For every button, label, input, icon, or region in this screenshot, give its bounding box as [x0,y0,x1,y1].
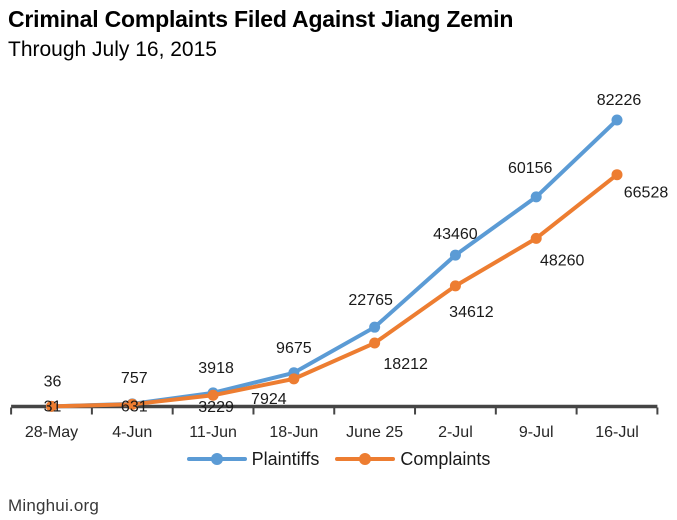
data-point-marker-complaints [611,169,623,181]
data-label-complaints: 3229 [198,399,234,416]
complaints-line-marker-icon [335,453,396,465]
x-axis-label: 4-Jun [112,424,152,441]
data-point-marker-plaintiffs [369,321,381,333]
chart-subtitle: Through July 16, 2015 [8,38,217,61]
data-label-complaints: 66528 [624,185,669,202]
plaintiffs-line-marker-icon [186,453,247,465]
data-label-plaintiffs: 3918 [198,360,234,377]
x-axis-label: 18-Jun [269,424,318,441]
data-point-marker-plaintiffs [611,114,623,126]
data-label-complaints: 18212 [383,356,428,373]
data-label-complaints: 31 [44,398,62,415]
plaintiffs-dot-icon [210,453,223,465]
legend-item-plaintiffs: Plaintiffs [186,449,320,469]
x-axis-label: 28-May [25,424,78,441]
series-line-complaints [49,172,619,409]
data-label-plaintiffs: 43460 [433,226,478,243]
data-point-marker-plaintiffs [530,191,542,203]
data-label-complaints: 7924 [251,391,287,408]
data-point-marker-complaints [46,400,57,412]
data-label-plaintiffs: 60156 [508,160,553,177]
x-axis-label: 16-Jul [595,424,639,441]
x-axis-label: 9-Jul [519,424,554,441]
data-label-plaintiffs: 22765 [348,292,393,309]
legend-item-complaints: Complaints [335,450,490,468]
data-point-marker-complaints [288,373,300,385]
x-axis-label: 11-Jun [189,424,237,441]
data-label-plaintiffs: 82226 [597,92,642,109]
data-label-complaints: 631 [121,398,148,415]
data-point-marker-complaints [207,389,219,401]
source-attribution: Minghui.org [8,496,100,515]
x-axis-label: June 25 [346,424,403,441]
legend-label-plaintiffs: Plaintiffs [251,449,320,469]
data-label-complaints: 48260 [540,252,585,269]
legend-label-complaints: Complaints [400,449,491,469]
chart-legend: Plaintiffs Complaints [0,450,677,468]
data-point-marker-plaintiffs [449,249,461,261]
complaints-dot-icon [359,453,372,465]
x-axis-label: 2-Jul [438,424,473,441]
data-point-marker-complaints [126,398,138,410]
data-label-plaintiffs: 9675 [276,340,312,357]
data-label-plaintiffs: 36 [44,373,62,390]
data-point-marker-complaints [369,337,381,349]
data-label-complaints: 34612 [449,304,494,321]
chart-title: Criminal Complaints Filed Against Jiang … [8,6,514,32]
data-label-plaintiffs: 757 [121,370,148,387]
data-point-marker-complaints [530,232,542,244]
data-point-marker-complaints [449,280,461,292]
